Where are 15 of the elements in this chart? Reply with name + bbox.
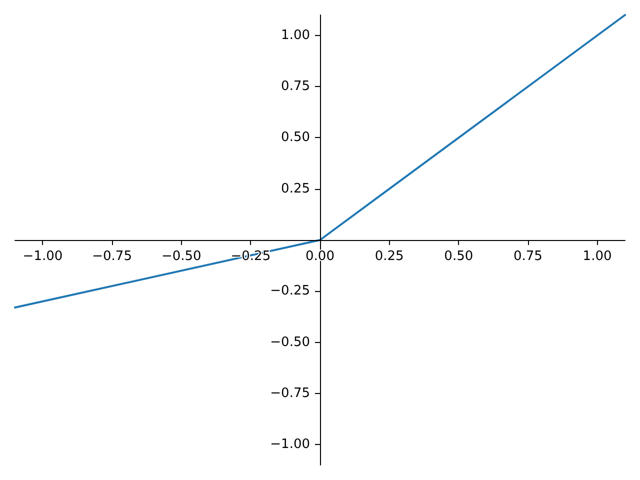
y-tick-label: 0.50 (281, 130, 310, 146)
y-tick-label: −0.50 (270, 334, 310, 350)
y-tick-label: −1.00 (270, 437, 310, 452)
x-tick-label: 0.25 (374, 249, 404, 264)
y-tick-label: −0.25 (270, 284, 310, 299)
x-tick-label: −0.75 (92, 249, 132, 264)
x-tick-label: 1.00 (582, 249, 612, 264)
y-tick-label: 1.00 (281, 28, 310, 43)
x-tick-label: −0.50 (161, 249, 202, 264)
x-tick-label: −1.00 (22, 249, 63, 264)
y-tick-label: −0.75 (270, 386, 310, 401)
y-tick-label: 0.75 (281, 79, 310, 94)
x-tick-label: 0.50 (444, 249, 474, 264)
y-tick-label: 0.25 (281, 181, 310, 196)
x-tick-label: 0.75 (513, 249, 542, 264)
